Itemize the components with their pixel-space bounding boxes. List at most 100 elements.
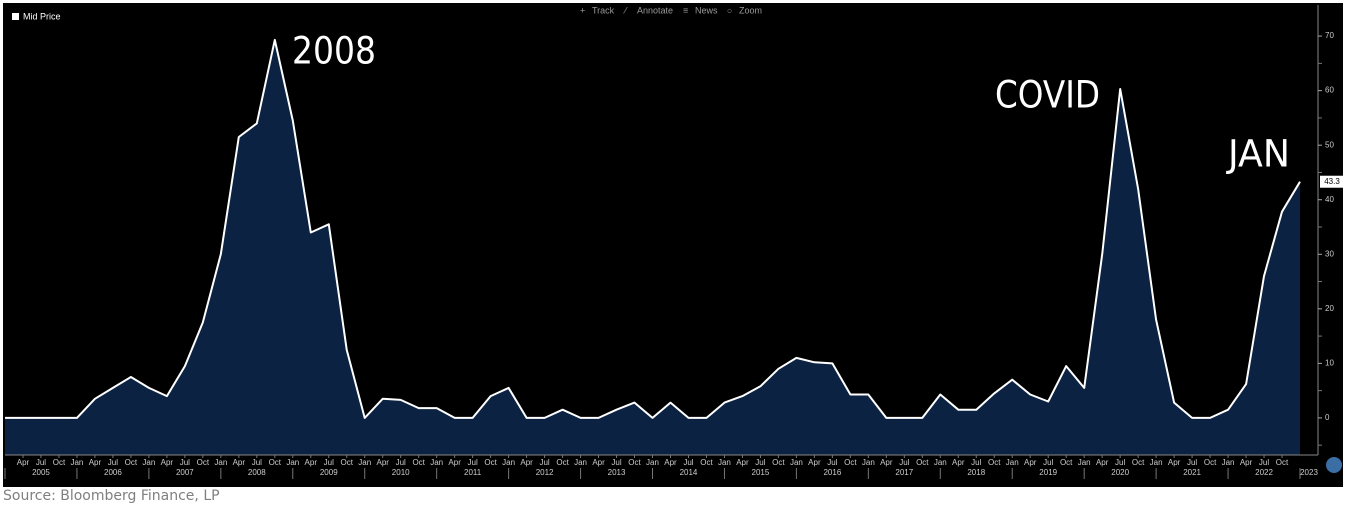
y-tick-label: 60 <box>1325 86 1334 95</box>
x-tick-label: Apr <box>376 458 389 467</box>
x-tick-label: Oct <box>125 458 138 467</box>
x-tick-label: Oct <box>269 458 282 467</box>
x-tick-label: Jul <box>1043 458 1053 467</box>
x-tick-label: Jan <box>790 458 803 467</box>
x-tick-label: Jan <box>862 458 875 467</box>
year-label: 2015 <box>752 468 770 477</box>
scroll-button[interactable] <box>1326 457 1342 473</box>
x-tick-label: Jul <box>827 458 837 467</box>
x-tick-label: Jul <box>396 458 406 467</box>
x-tick-label: Apr <box>1096 458 1109 467</box>
x-tick-label: Apr <box>592 458 605 467</box>
x-tick-label: Oct <box>1132 458 1145 467</box>
annotation: 2008 <box>292 30 376 73</box>
toolbar-item[interactable]: Zoom <box>739 5 762 15</box>
x-tick-label: Apr <box>1240 458 1253 467</box>
year-label: 2007 <box>176 468 194 477</box>
x-tick-label: Apr <box>305 458 318 467</box>
x-tick-label: Jul <box>899 458 909 467</box>
x-tick-label: Jan <box>286 458 299 467</box>
x-tick-label: Jul <box>468 458 478 467</box>
toolbar-item[interactable]: Track <box>592 5 615 15</box>
year-label: 2019 <box>1039 468 1057 477</box>
y-tick-label: 0 <box>1325 413 1330 422</box>
x-tick-label: Jan <box>358 458 371 467</box>
x-tick-label: Jul <box>324 458 334 467</box>
x-tick-label: Apr <box>17 458 30 467</box>
x-tick-label: Jul <box>36 458 46 467</box>
x-tick-label: Jul <box>683 458 693 467</box>
year-label: 2012 <box>536 468 554 477</box>
x-tick-label: Oct <box>197 458 210 467</box>
x-tick-label: Jan <box>70 458 83 467</box>
year-label: 2022 <box>1255 468 1273 477</box>
x-tick-label: Jul <box>252 458 262 467</box>
x-tick-label: Jul <box>1187 458 1197 467</box>
x-tick-label: Jan <box>502 458 515 467</box>
x-tick-label: Apr <box>952 458 965 467</box>
x-tick-label: Oct <box>700 458 713 467</box>
x-tick-label: Oct <box>484 458 497 467</box>
x-tick-label: Oct <box>341 458 354 467</box>
y-tick-label: 40 <box>1325 195 1334 204</box>
year-label: 2005 <box>32 468 50 477</box>
x-tick-label: Oct <box>844 458 857 467</box>
year-label: 2017 <box>895 468 913 477</box>
y-tick-label: 10 <box>1325 358 1334 367</box>
x-tick-label: Jul <box>539 458 549 467</box>
x-tick-label: Oct <box>556 458 569 467</box>
toolbar-item[interactable]: Annotate <box>637 5 673 15</box>
x-tick-label: Jul <box>755 458 765 467</box>
year-label: 2008 <box>248 468 266 477</box>
x-tick-label: Oct <box>1060 458 1073 467</box>
x-tick-label: Apr <box>89 458 102 467</box>
x-tick-label: Jan <box>430 458 443 467</box>
x-tick-label: Jan <box>646 458 659 467</box>
x-tick-label: Oct <box>1204 458 1217 467</box>
toolbar: + Track ⁄ Annotate ≡ News ○ Zoom <box>580 5 762 15</box>
x-tick-label: Jan <box>718 458 731 467</box>
x-tick-label: Jul <box>1259 458 1269 467</box>
last-value-box <box>1320 175 1344 188</box>
area-fill <box>5 39 1300 456</box>
toolbar-icon: + <box>580 5 585 15</box>
x-tick-label: Jan <box>934 458 947 467</box>
toolbar-icon: ≡ <box>683 5 688 15</box>
year-label: 2014 <box>680 468 698 477</box>
toolbar-icon: ○ <box>727 5 732 15</box>
x-tick-label: Apr <box>520 458 533 467</box>
x-tick-label: Oct <box>628 458 641 467</box>
year-label: 2016 <box>823 468 841 477</box>
x-tick-label: Jul <box>611 458 621 467</box>
toolbar-item[interactable]: News <box>695 5 718 15</box>
year-label: 2010 <box>392 468 410 477</box>
x-tick-label: Apr <box>736 458 749 467</box>
year-label: 2020 <box>1111 468 1129 477</box>
last-value-label: 43.3 <box>1324 177 1340 186</box>
x-tick-label: Oct <box>1276 458 1289 467</box>
x-tick-label: Jan <box>1150 458 1163 467</box>
x-tick-label: Apr <box>448 458 461 467</box>
x-tick-label: Apr <box>1024 458 1037 467</box>
year-label: 2009 <box>320 468 338 477</box>
legend-swatch <box>12 13 19 20</box>
x-tick-label: Jul <box>971 458 981 467</box>
y-tick-label: 20 <box>1325 304 1334 313</box>
legend-label: Mid Price <box>23 11 61 21</box>
annotation: COVID <box>995 74 1100 117</box>
annotation: JAN <box>1226 133 1290 176</box>
year-label: 2021 <box>1183 468 1201 477</box>
x-tick-label: Apr <box>161 458 174 467</box>
x-tick-label: Apr <box>808 458 821 467</box>
year-label: 2006 <box>104 468 122 477</box>
x-tick-label: Jan <box>1222 458 1235 467</box>
x-tick-label: Jan <box>574 458 587 467</box>
year-label: 2013 <box>608 468 626 477</box>
x-tick-label: Oct <box>916 458 929 467</box>
year-label: 2018 <box>967 468 985 477</box>
y-tick-label: 70 <box>1325 31 1334 40</box>
chart: Mid Price + Track ⁄ Annotate ≡ News ○ Zo… <box>3 3 1344 487</box>
year-label: 2011 <box>464 468 482 477</box>
x-tick-label: Jul <box>1115 458 1125 467</box>
